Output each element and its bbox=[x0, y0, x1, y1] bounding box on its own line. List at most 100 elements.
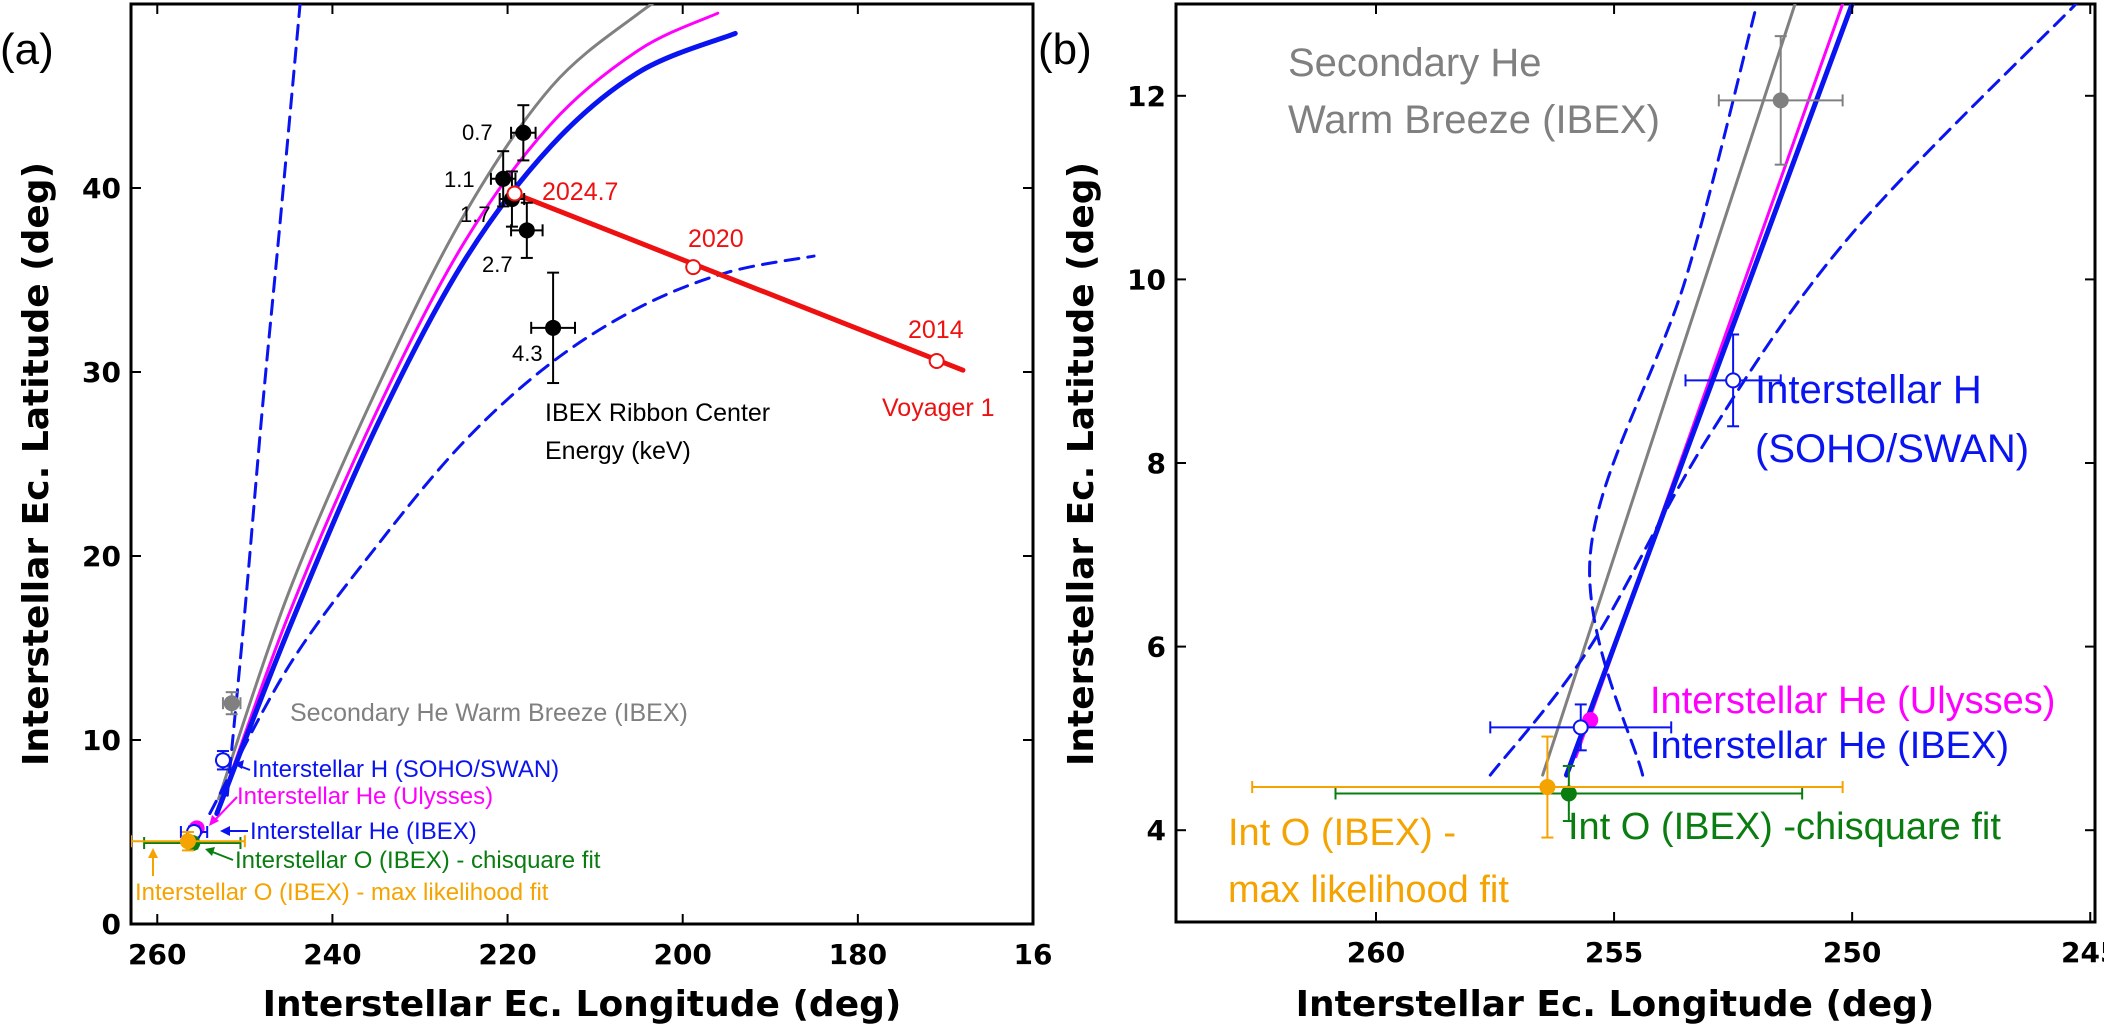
curve-gray bbox=[217, 4, 655, 801]
energy-label-4.3: 4.3 bbox=[512, 341, 543, 366]
data-point bbox=[506, 185, 523, 202]
o-chisquare-label: Interstellar O (IBEX) - chisquare fit bbox=[235, 847, 601, 874]
point-marker bbox=[179, 833, 196, 850]
x-tick-label: 240 bbox=[303, 938, 361, 971]
point-marker bbox=[214, 752, 231, 769]
curve-blue bbox=[1563, 4, 1855, 778]
voyager-year-2024-7: 2024.7 bbox=[542, 178, 618, 206]
data-point bbox=[928, 352, 945, 369]
curve-blue-dashed-steep bbox=[1588, 4, 1759, 777]
x-tick-label: 245 bbox=[2061, 936, 2104, 969]
point-marker bbox=[545, 319, 562, 336]
panel-a-x-ticks: 260 240 220 200 180 16 bbox=[128, 4, 1052, 971]
point-marker bbox=[1572, 719, 1589, 736]
panel-a-x-axis-label: Interstellar Ec. Longitude (deg) bbox=[263, 984, 902, 1025]
point-marker bbox=[515, 124, 532, 141]
data-point bbox=[489, 150, 517, 208]
data-point bbox=[1489, 703, 1673, 752]
energy-label-1.7: 1.7 bbox=[460, 202, 491, 227]
y-tick-label: 12 bbox=[1127, 80, 1166, 113]
data-point bbox=[530, 271, 576, 385]
b-o-ml-label-line1: Int O (IBEX) - bbox=[1228, 812, 1456, 854]
panel-b-label: (b) bbox=[1038, 25, 1092, 74]
b-o-chisquare-label: Int O (IBEX) -chisquare fit bbox=[1568, 806, 2001, 848]
y-tick-label: 10 bbox=[1127, 263, 1166, 296]
data-point bbox=[510, 104, 537, 162]
voyager-label: Voyager 1 bbox=[882, 394, 995, 422]
b-o-ml-label-line2: max likelihood fit bbox=[1228, 869, 1509, 911]
x-tick-label: 220 bbox=[478, 938, 536, 971]
data-point bbox=[685, 259, 702, 276]
curve-blue-dashed-shallow bbox=[208, 254, 816, 816]
point-marker bbox=[1560, 785, 1577, 802]
x-tick-label: 180 bbox=[829, 938, 887, 971]
y-tick-label: 20 bbox=[82, 540, 121, 573]
y-tick-label: 10 bbox=[82, 724, 121, 757]
y-tick-label: 40 bbox=[82, 172, 121, 205]
data-point bbox=[131, 831, 246, 852]
y-tick-label: 0 bbox=[102, 908, 121, 941]
voyager-year-2014: 2014 bbox=[908, 316, 964, 344]
b-h-label-line1: Interstellar H bbox=[1755, 368, 1982, 412]
data-point bbox=[1717, 35, 1844, 166]
point-marker bbox=[495, 170, 512, 187]
he-ibex-label: Interstellar He (IBEX) bbox=[250, 818, 477, 845]
energy-label-1.1: 1.1 bbox=[444, 167, 475, 192]
point-marker bbox=[223, 695, 240, 712]
data-point bbox=[510, 201, 544, 259]
x-tick-label: 250 bbox=[1823, 936, 1881, 969]
panel-a: (a) 260 240 220 200 180 16 0 10 20 30 40 Interste… bbox=[0, 2, 1052, 1025]
panel-b-x-axis-label: Interstellar Ec. Longitude (deg) bbox=[1296, 984, 1935, 1025]
data-point bbox=[214, 750, 231, 771]
curve-blue-dashed-steep bbox=[225, 4, 302, 797]
panel-a-plot bbox=[131, 4, 966, 852]
panel-a-annotations: 0.7 1.1 1.7 2.7 4.3 IBEX Ribbon Center E… bbox=[135, 120, 995, 906]
point-marker bbox=[518, 222, 535, 239]
data-point bbox=[1251, 735, 1844, 839]
point-marker bbox=[506, 185, 523, 202]
panel-a-frame bbox=[129, 2, 1035, 926]
curve-gray bbox=[1541, 4, 1797, 777]
panel-b-annotations: Secondary He Warm Breeze (IBEX) Interste… bbox=[1228, 41, 2055, 911]
y-tick-label: 6 bbox=[1147, 631, 1166, 664]
x-tick-label: 260 bbox=[128, 938, 186, 971]
curve-voyager-track bbox=[512, 191, 966, 373]
panel-b-y-ticks: 4 6 8 10 12 bbox=[1127, 80, 2095, 847]
panel-b-plot bbox=[1251, 4, 2078, 839]
panel-b: (b) 260 255 250 245 4 6 8 10 12 Interstellar Ec… bbox=[1038, 2, 2104, 1025]
energy-label-2.7: 2.7 bbox=[482, 252, 513, 277]
b-secondary-label-line1: Secondary He bbox=[1288, 41, 1541, 85]
panel-a-label: (a) bbox=[0, 25, 54, 74]
h-swan-label: Interstellar H (SOHO/SWAN) bbox=[252, 756, 559, 783]
panel-a-y-axis-label: Interstellar Ec. Latitude (deg) bbox=[16, 162, 57, 766]
data-point bbox=[1684, 333, 1782, 428]
panel-a-y-ticks: 0 10 20 30 40 bbox=[82, 172, 1033, 941]
energy-label-0.7: 0.7 bbox=[462, 120, 493, 145]
point-marker bbox=[928, 352, 945, 369]
ribbon-label-line2: Energy (keV) bbox=[545, 437, 691, 465]
curve-magenta bbox=[218, 11, 720, 806]
b-he-ibex-label: Interstellar He (IBEX) bbox=[1650, 725, 2009, 767]
he-ulysses-label: Interstellar He (Ulysses) bbox=[237, 783, 493, 810]
point-marker bbox=[1772, 92, 1789, 109]
secondary-he-label: Secondary He Warm Breeze (IBEX) bbox=[290, 699, 688, 727]
point-marker bbox=[685, 259, 702, 276]
y-tick-label: 8 bbox=[1147, 447, 1166, 480]
point-marker bbox=[1539, 779, 1556, 796]
x-tick-label: 260 bbox=[1347, 936, 1405, 969]
b-he-ulysses-label: Interstellar He (Ulysses) bbox=[1650, 680, 2055, 722]
o-maxlikelihood-label: Interstellar O (IBEX) - max likelihood f… bbox=[135, 879, 549, 906]
ribbon-label-line1: IBEX Ribbon Center bbox=[545, 399, 770, 427]
curve-blue-dashed-shallow bbox=[1488, 4, 2078, 777]
annotation-arrows bbox=[148, 760, 251, 876]
point-marker bbox=[1725, 372, 1742, 389]
data-point bbox=[1334, 764, 1804, 823]
x-tick-label: 16 bbox=[1014, 938, 1053, 971]
y-tick-label: 30 bbox=[82, 356, 121, 389]
voyager-year-2020: 2020 bbox=[688, 225, 744, 253]
panel-b-x-ticks: 260 255 250 245 bbox=[1347, 4, 2104, 969]
y-tick-label: 4 bbox=[1147, 814, 1166, 847]
b-secondary-label-line2: Warm Breeze (IBEX) bbox=[1288, 98, 1660, 142]
curve-blue bbox=[214, 30, 738, 817]
